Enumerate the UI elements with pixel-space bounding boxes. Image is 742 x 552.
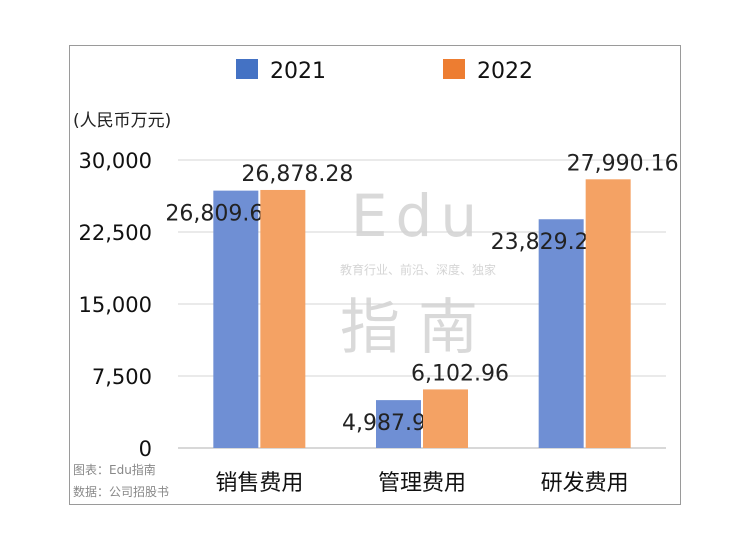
bar-2021-2 bbox=[538, 219, 584, 448]
watermark-zhinan: 指南 bbox=[340, 293, 496, 363]
bar-2022-2 bbox=[585, 179, 631, 448]
y-tick-label: 22,500 bbox=[79, 221, 152, 245]
bar-2022-1 bbox=[423, 389, 468, 448]
source-note-chart: 图表：Edu指南 bbox=[73, 462, 156, 477]
x-tick-label: 销售费用 bbox=[215, 471, 303, 496]
watermark-edu: Edu bbox=[351, 182, 485, 250]
watermark-tagline: 教育行业、前沿、深度、独家 bbox=[340, 262, 496, 277]
x-tick-label: 研发费用 bbox=[541, 471, 629, 496]
data-label: 26,809.69 bbox=[165, 202, 277, 227]
source-note-data: 数据：公司招股书 bbox=[73, 484, 169, 499]
x-tick-label: 管理费用 bbox=[378, 471, 466, 496]
legend-swatch-2022 bbox=[443, 59, 465, 79]
data-label: 26,878.28 bbox=[241, 162, 353, 187]
bar-2021-0 bbox=[213, 190, 259, 449]
data-label: 4,987.9 bbox=[342, 411, 426, 436]
y-tick-label: 7,500 bbox=[92, 365, 152, 389]
legend-swatch-2021 bbox=[236, 59, 258, 79]
legend-label: 2021 bbox=[270, 59, 326, 84]
data-label: 6,102.96 bbox=[411, 361, 509, 386]
bar-2021-1 bbox=[376, 400, 421, 448]
y-tick-label: 15,000 bbox=[79, 293, 152, 317]
legend-label: 2022 bbox=[477, 59, 533, 84]
y-axis-unit: (人民币万元) bbox=[73, 111, 171, 131]
bar-2022-0 bbox=[260, 189, 306, 448]
y-tick-label: 0 bbox=[139, 437, 152, 461]
data-label: 27,990.16 bbox=[567, 151, 679, 176]
data-label: 23,829.24 bbox=[491, 230, 603, 255]
y-tick-label: 30,000 bbox=[79, 149, 152, 173]
